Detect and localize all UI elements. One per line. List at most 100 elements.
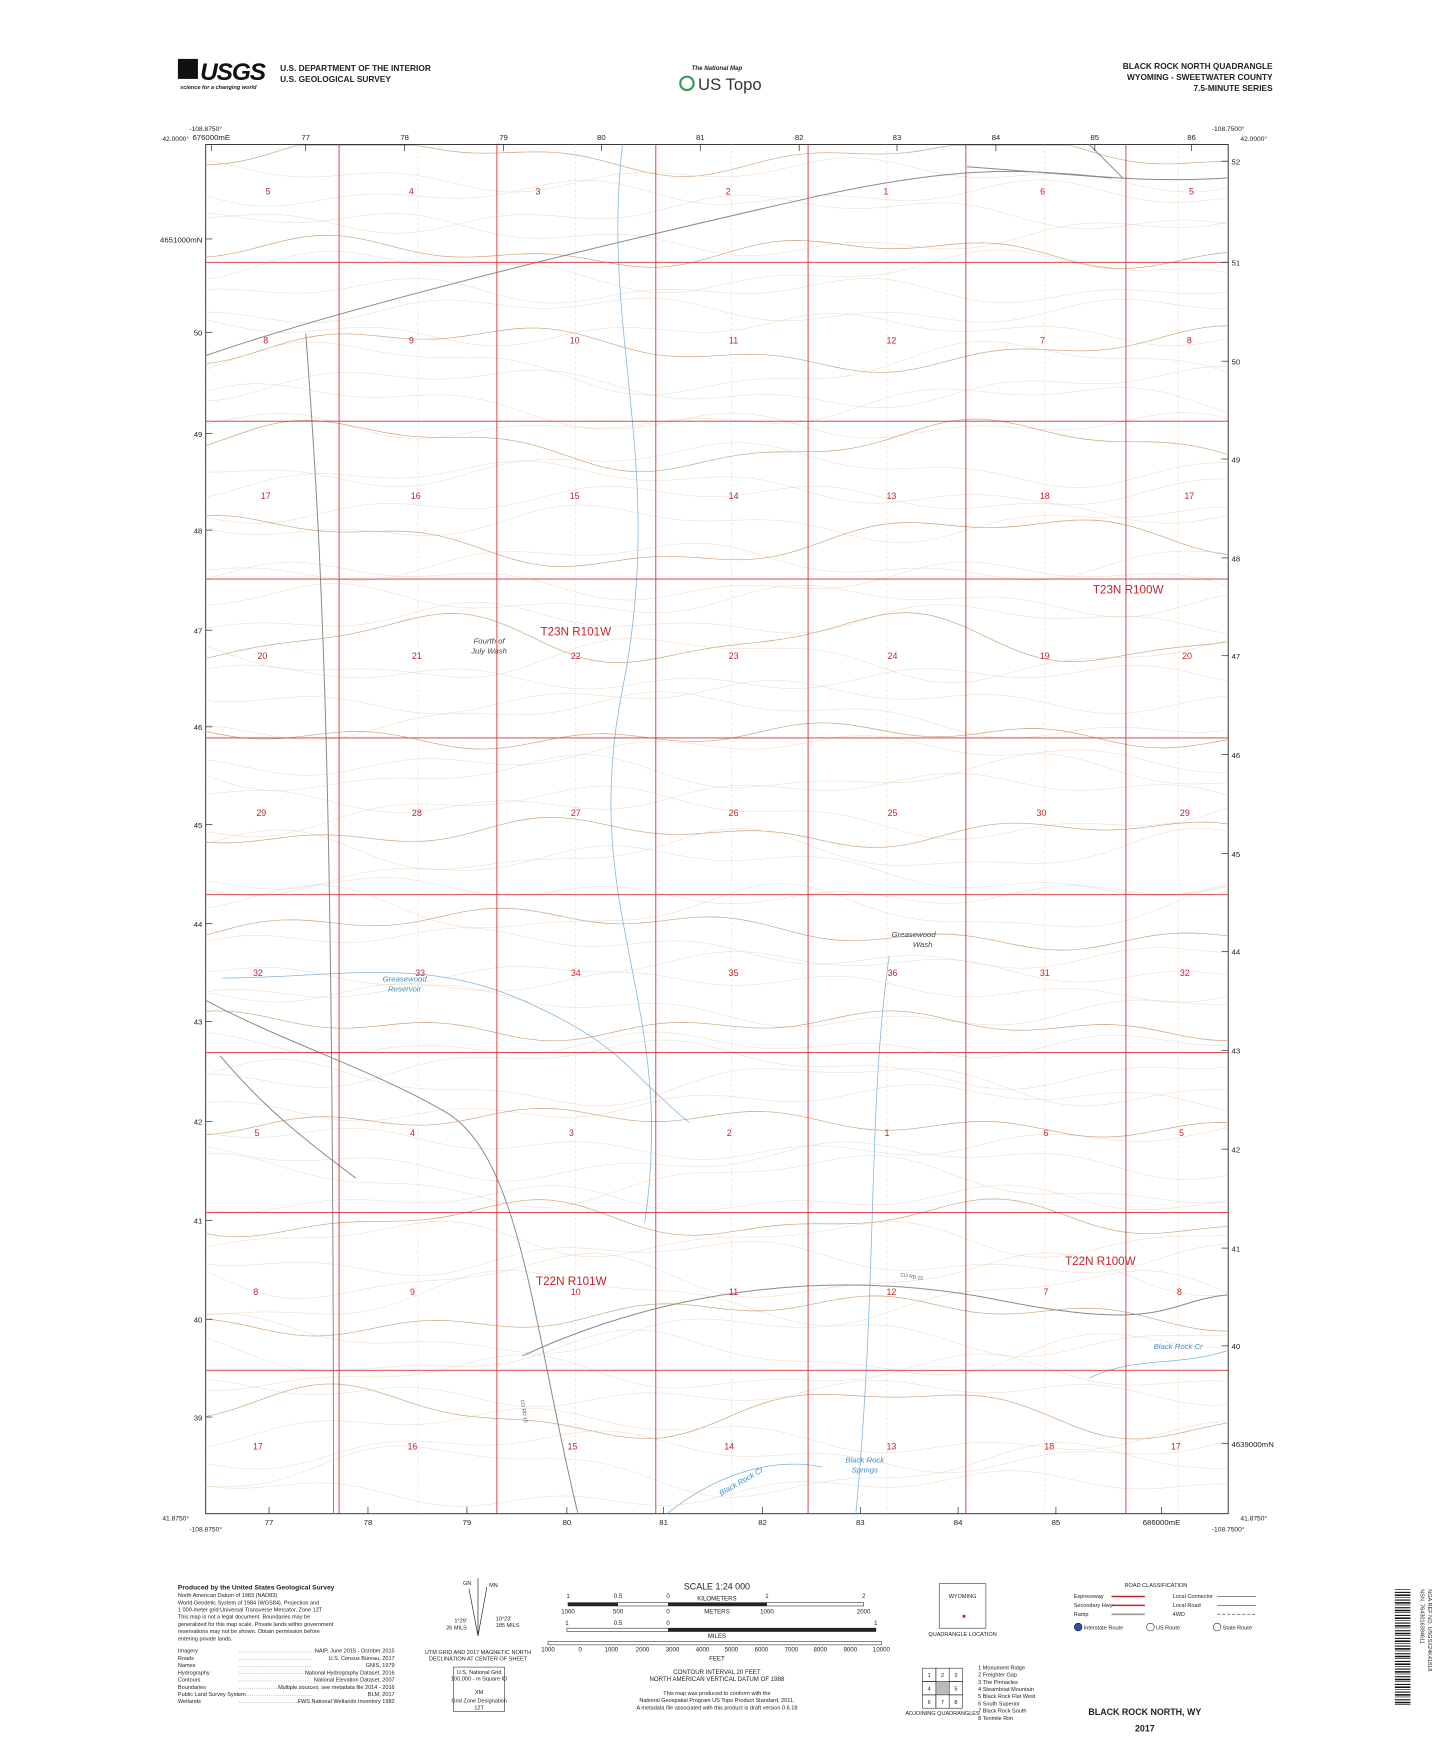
section-number: 3	[536, 186, 541, 196]
easting-label: 81	[659, 1518, 668, 1527]
scale-bar-fill	[568, 1602, 619, 1606]
contour	[205, 145, 1229, 177]
scale-label: 2000	[857, 1609, 871, 1616]
barcode-bar	[1394, 1653, 1411, 1655]
section-number: 14	[724, 1441, 734, 1451]
easting-label: 78	[400, 133, 409, 142]
place-name: Wash	[913, 940, 933, 949]
adjoining-name: 5 Black Rock Flat West	[978, 1694, 1036, 1700]
declination-gn: GN	[463, 1581, 471, 1587]
section-number: 19	[1040, 651, 1050, 661]
corner-lon: -108.7500°	[1212, 125, 1245, 133]
section-number: 11	[729, 1287, 738, 1297]
credits-line: World Geodetic System of 1984 (WGS84). P…	[178, 1600, 319, 1606]
adjoining-name: 6 South Superior	[978, 1701, 1020, 1707]
barcode-bar	[1394, 1630, 1411, 1632]
section-number: 9	[410, 1287, 415, 1297]
northing-label: 47	[194, 626, 203, 635]
corner-lat: 41.8750°	[162, 1514, 189, 1522]
usng-zone: 12T	[474, 1705, 484, 1711]
barcode-bar	[1394, 1645, 1411, 1647]
easting-label: 676000mE	[192, 133, 230, 142]
northing-label: 39	[194, 1413, 203, 1422]
section-number: 4	[409, 186, 414, 196]
barcode-bar	[1394, 1589, 1411, 1590]
place-name: Greasewood	[892, 930, 937, 939]
contour	[205, 828, 1229, 870]
section-number: 1	[885, 1128, 890, 1138]
section-number: 23	[729, 651, 739, 661]
easting-label: 79	[499, 133, 508, 142]
scale-label: 1000	[541, 1647, 555, 1654]
barcode-bar	[1394, 1609, 1411, 1612]
northing-label: 42	[194, 1118, 203, 1127]
road-legend-item: Ramp	[1074, 1612, 1089, 1618]
scale-label: 5000	[725, 1647, 739, 1654]
credits-line: This map is not a legal document. Bounda…	[178, 1615, 310, 1621]
source-layer: Imagery	[178, 1649, 198, 1655]
barcode-bar	[1394, 1619, 1411, 1621]
section-number: 9	[409, 335, 414, 345]
adjoining-caption: ADJOINING QUADRANGLES	[905, 1711, 980, 1717]
section-number: 5	[1179, 1128, 1184, 1138]
section-number: 2	[726, 186, 731, 196]
contour	[205, 249, 1229, 294]
adjoining-name: 1 Monument Ridge	[978, 1665, 1025, 1671]
scale-label: 3000	[666, 1647, 680, 1654]
section-number: 5	[1189, 186, 1194, 196]
contour	[205, 883, 1229, 928]
road-legend-item: Local Road	[1173, 1603, 1201, 1609]
barcode-bar	[1394, 1591, 1411, 1593]
declination-caption: DECLINATION AT CENTER OF SHEET	[429, 1656, 528, 1662]
scale-bar-fill	[668, 1602, 767, 1606]
barcode-bar	[1394, 1668, 1411, 1670]
source-layer: Public Land Survey System	[178, 1692, 246, 1698]
stream	[855, 955, 890, 1514]
section-number: 18	[1044, 1441, 1054, 1451]
place-name: July Wash	[470, 646, 507, 655]
contour	[205, 1184, 1229, 1213]
contour	[205, 1031, 1229, 1058]
contour	[205, 383, 1229, 429]
corner-lat: 41.8750°	[1240, 1514, 1267, 1522]
contour	[205, 1059, 1229, 1107]
barcode-bar	[1394, 1604, 1411, 1606]
scale-label: 7000	[785, 1647, 799, 1654]
section-number: 15	[568, 1441, 578, 1451]
route-shield	[1073, 1622, 1083, 1632]
scale-label: 1000	[605, 1647, 619, 1654]
road-legend-item: Secondary Hwy	[1074, 1603, 1113, 1609]
contour	[205, 313, 1229, 347]
barcode-bar	[1394, 1640, 1411, 1642]
section-number: 32	[1180, 968, 1190, 978]
barcode-bar	[1394, 1625, 1411, 1627]
contour	[205, 194, 1229, 234]
adjoining-cell	[948, 1694, 963, 1709]
section-number: 11	[729, 335, 738, 345]
contour	[205, 927, 1229, 969]
contour	[205, 1152, 1229, 1208]
note-line: National Geospatial Program US Topo Prod…	[639, 1698, 795, 1704]
barcode-bar	[1394, 1614, 1411, 1616]
section-number: 25	[888, 808, 898, 818]
map-frame	[205, 144, 1229, 1515]
contour	[205, 1353, 1229, 1391]
section-number: 28	[412, 808, 422, 818]
contour	[205, 601, 1229, 635]
barcode-bar	[1394, 1658, 1411, 1659]
contour	[205, 1010, 1229, 1042]
section-number: 4	[410, 1128, 415, 1138]
scale-label: 0	[666, 1620, 670, 1627]
source-value: FWS National Wetlands Inventory 1982	[298, 1699, 395, 1705]
northing-label: 44	[194, 920, 203, 929]
scale-bar	[547, 1641, 882, 1646]
topo-icon	[679, 75, 695, 92]
route-shield	[1146, 1622, 1155, 1632]
road	[205, 999, 579, 1514]
scale-label: 9000	[844, 1647, 858, 1654]
route-shield-label: Interstate Route	[1084, 1625, 1123, 1631]
northing-label: 46	[194, 723, 203, 732]
barcode-bar	[1394, 1635, 1411, 1636]
scale-label: 10000	[873, 1647, 891, 1654]
